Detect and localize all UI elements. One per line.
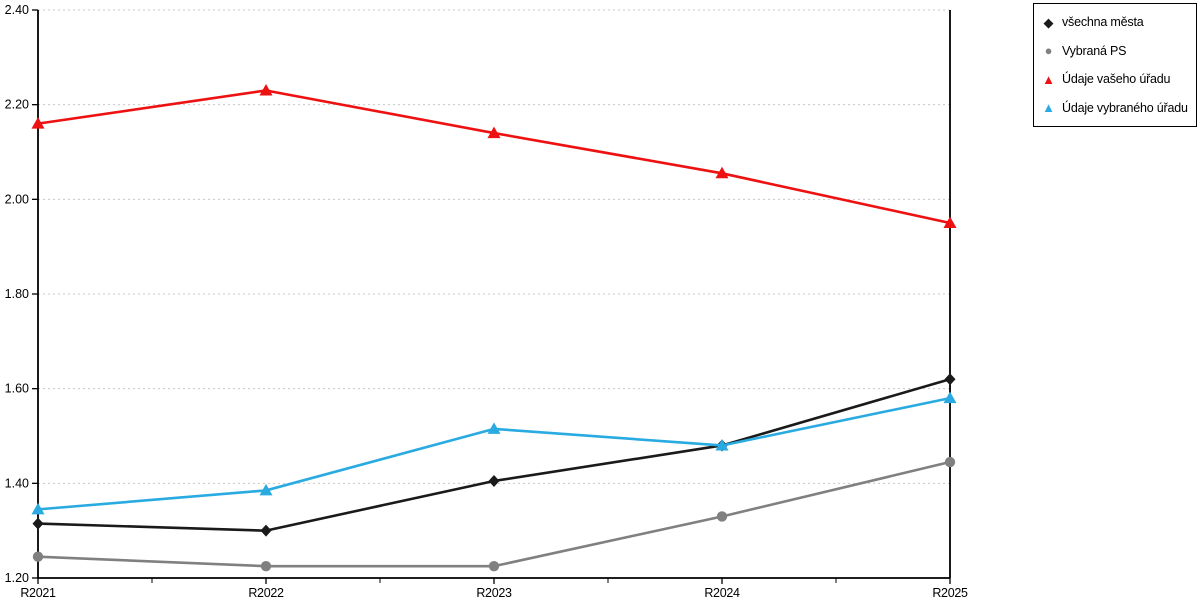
- diamond-marker-icon: [32, 517, 44, 530]
- legend-item: ▲ Údaje vybraného úřadu: [1041, 101, 1192, 115]
- diamond-marker-icon: [260, 524, 272, 537]
- circle-marker-icon: [260, 560, 272, 572]
- legend: ◆ všechna města ● Vybraná PS ▲ Údaje vašeho ú…: [1033, 3, 1197, 127]
- diamond-marker-icon: [488, 474, 500, 487]
- legend-item-label: všechna města: [1062, 15, 1144, 30]
- triangle-icon: ▲: [1042, 71, 1055, 87]
- triangle-marker-icon: [31, 117, 45, 129]
- y-tick-label: 2.00: [5, 192, 29, 206]
- legend-item-label: Vybraná PS: [1062, 43, 1127, 58]
- diamond-marker-icon: [944, 373, 956, 386]
- triangle-icon: ▲: [1042, 100, 1055, 116]
- circle-marker-icon: [488, 560, 500, 572]
- triangle-marker-icon: [715, 438, 729, 451]
- triangle-marker-icon: [259, 483, 273, 496]
- triangle-marker-icon: [715, 166, 729, 179]
- circle-marker-icon: [944, 456, 956, 468]
- triangle-marker-icon: [487, 422, 501, 434]
- series-line: [37, 89, 951, 225]
- series-line: [37, 377, 951, 532]
- triangle-marker-icon: [943, 216, 957, 228]
- y-tick-label: 1.60: [5, 382, 29, 396]
- y-tick-label: 1.20: [5, 571, 29, 585]
- x-tick-label: R2023: [476, 586, 512, 600]
- circle-marker-icon: [32, 551, 44, 562]
- diamond-icon: ◆: [1043, 14, 1054, 30]
- legend-item: ◆ všechna města: [1041, 15, 1192, 29]
- series-line: [37, 396, 951, 511]
- y-tick-label: 1.40: [5, 476, 29, 490]
- legend-item: ● Vybraná PS: [1041, 44, 1192, 58]
- circle-marker-icon: [716, 511, 728, 522]
- legend-item-label: Údaje vašeho úřadu: [1062, 72, 1171, 87]
- triangle-marker-icon: [943, 391, 957, 404]
- x-tick-label: R2022: [248, 586, 284, 600]
- line-chart-plot: 1.20 1.40 1.60 1.80 2.00 2.20 2.40 R2021 R2022 R2…: [5, 3, 969, 600]
- triangle-marker-icon: [259, 83, 273, 96]
- y-tick-label: 1.80: [5, 287, 29, 301]
- y-tick-label: 2.40: [5, 3, 29, 17]
- x-tick-label: R2024: [704, 586, 740, 600]
- legend-item: ▲ Údaje vašeho úřadu: [1041, 72, 1192, 86]
- triangle-marker-icon: [487, 126, 501, 139]
- x-tick-label: R2025: [932, 586, 968, 600]
- triangle-marker-icon: [31, 502, 45, 515]
- y-tick-label: 2.20: [5, 98, 29, 112]
- circle-icon: ●: [1044, 43, 1053, 59]
- x-tick-label: R2021: [20, 586, 56, 600]
- legend-item-label: Údaje vybraného úřadu: [1062, 100, 1188, 115]
